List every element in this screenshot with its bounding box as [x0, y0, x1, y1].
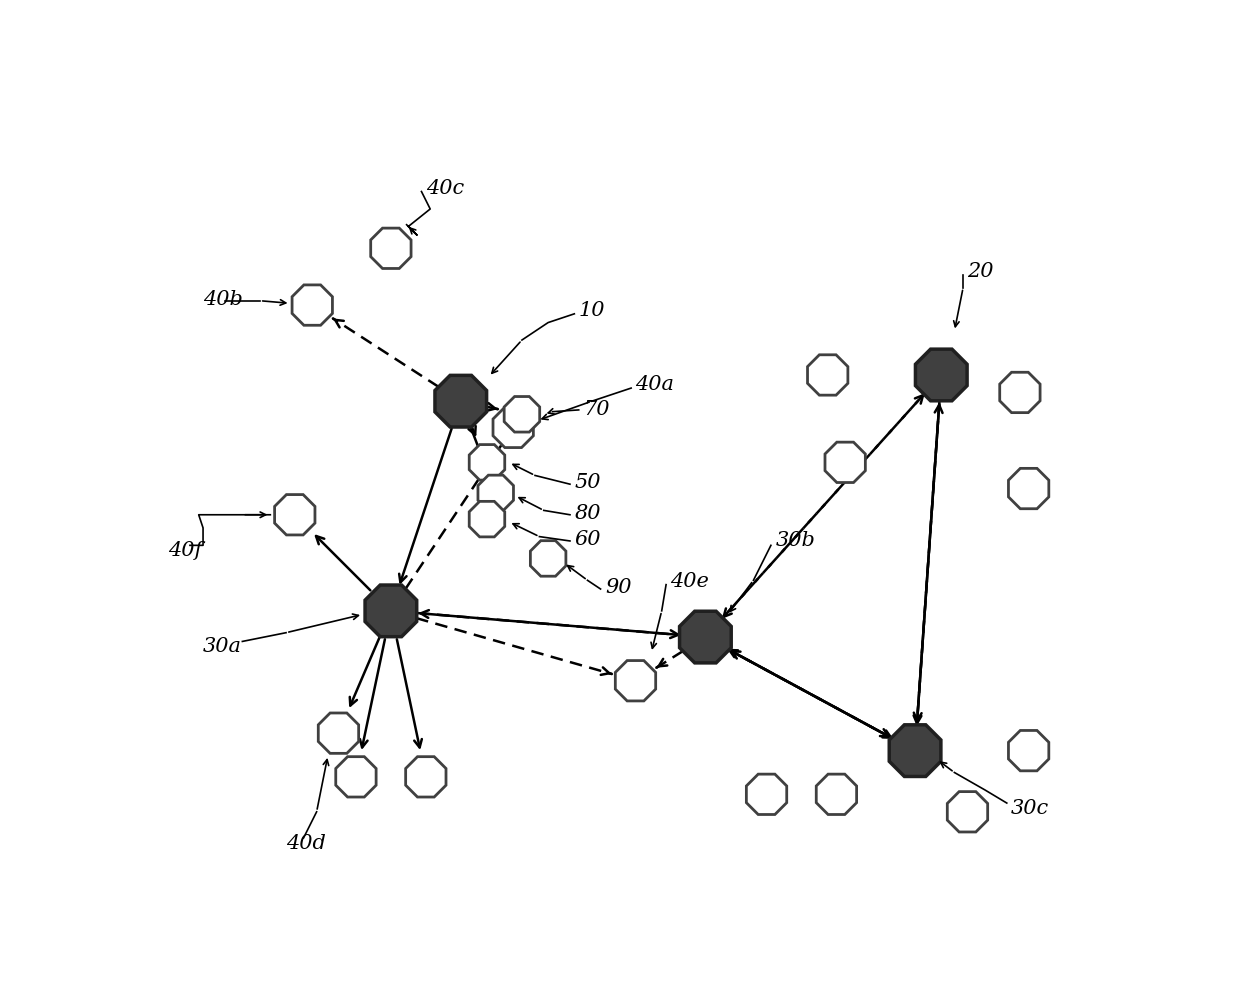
Text: 40d: 40d [286, 833, 326, 852]
Polygon shape [746, 774, 786, 814]
Text: 30a: 30a [203, 637, 242, 656]
Text: 40f: 40f [169, 541, 202, 560]
Polygon shape [947, 791, 988, 832]
Text: 40c: 40c [425, 179, 464, 198]
Text: 80: 80 [574, 504, 601, 523]
Text: 60: 60 [574, 530, 601, 549]
Polygon shape [319, 713, 358, 753]
Polygon shape [531, 542, 565, 577]
Text: 40b: 40b [203, 289, 243, 308]
Polygon shape [371, 229, 412, 269]
Text: 10: 10 [579, 301, 605, 320]
Polygon shape [889, 725, 941, 776]
Polygon shape [915, 350, 967, 401]
Text: 70: 70 [583, 399, 610, 418]
Polygon shape [825, 442, 866, 483]
Polygon shape [293, 286, 332, 326]
Text: 20: 20 [967, 262, 994, 281]
Polygon shape [1008, 731, 1049, 771]
Polygon shape [816, 774, 857, 814]
Text: 40a: 40a [635, 375, 675, 394]
Text: 30b: 30b [775, 531, 815, 550]
Text: 40e: 40e [671, 572, 709, 590]
Polygon shape [615, 661, 656, 701]
Text: 90: 90 [605, 578, 631, 597]
Polygon shape [405, 757, 446, 797]
Polygon shape [469, 502, 505, 538]
Polygon shape [435, 376, 486, 427]
Polygon shape [477, 475, 513, 512]
Polygon shape [365, 586, 417, 637]
Text: 30c: 30c [1011, 798, 1049, 817]
Polygon shape [1008, 468, 1049, 510]
Polygon shape [505, 397, 539, 432]
Text: 50: 50 [574, 472, 601, 491]
Polygon shape [680, 612, 732, 663]
Polygon shape [274, 495, 315, 536]
Polygon shape [807, 355, 848, 396]
Polygon shape [999, 373, 1040, 413]
Polygon shape [469, 445, 505, 480]
Polygon shape [336, 757, 376, 797]
Polygon shape [494, 408, 533, 448]
